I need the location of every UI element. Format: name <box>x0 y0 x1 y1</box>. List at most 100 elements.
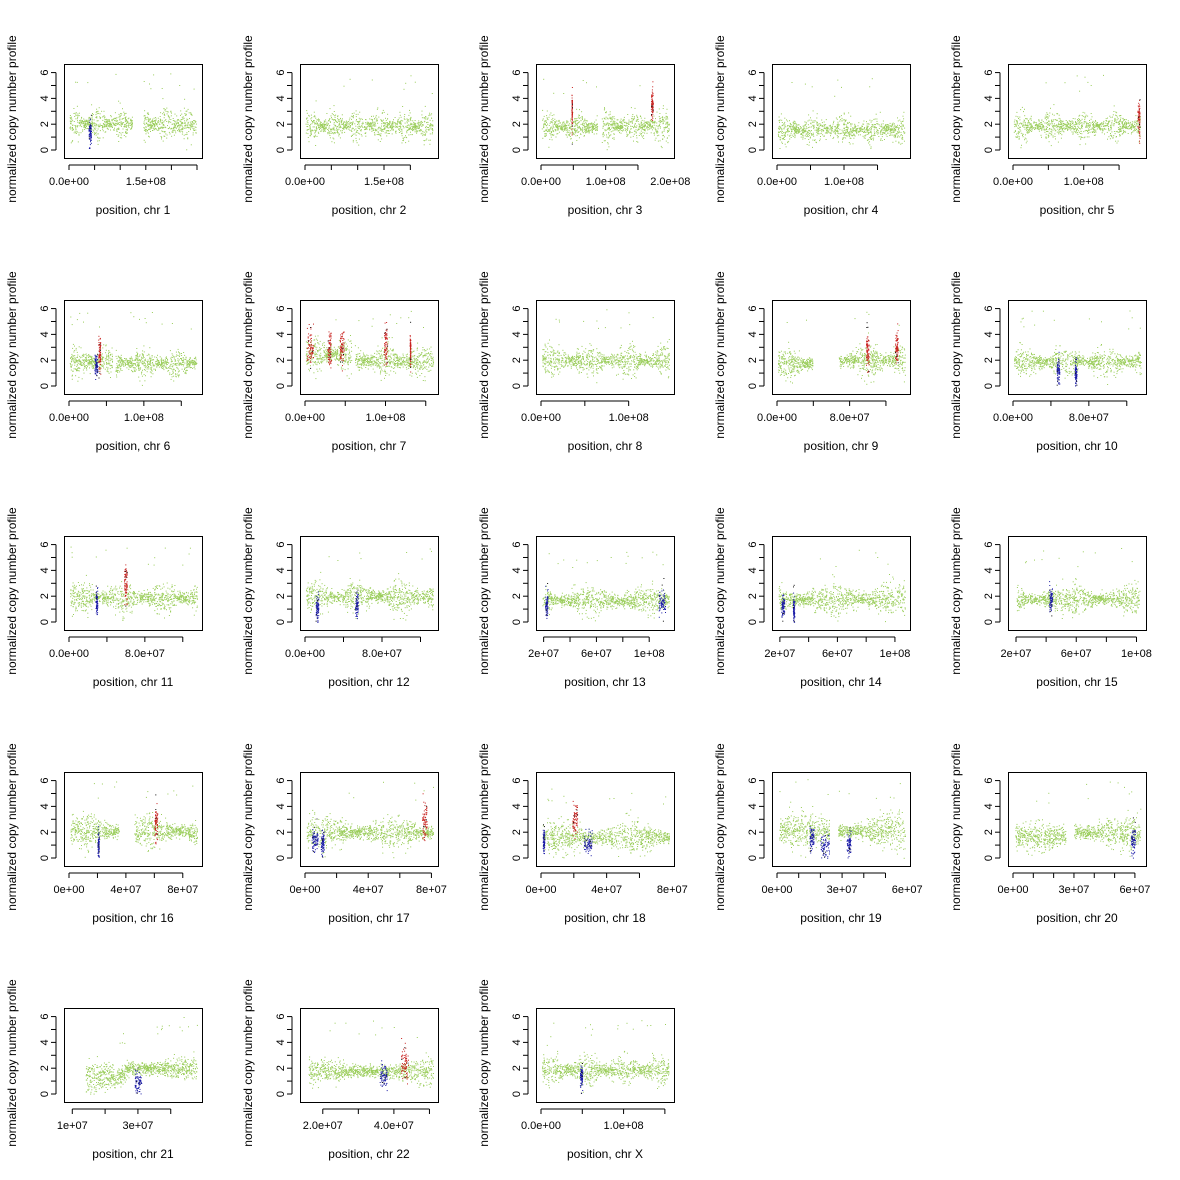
data-point <box>790 132 792 134</box>
data-point <box>1076 123 1078 125</box>
data-point <box>1038 130 1040 132</box>
data-point <box>318 132 320 134</box>
data-point <box>885 134 887 136</box>
data-point <box>880 123 882 125</box>
data-point <box>568 123 570 125</box>
data-point <box>1061 127 1063 129</box>
data-point <box>616 123 618 125</box>
data-point <box>1115 140 1117 142</box>
data-point <box>119 115 121 117</box>
data-point <box>606 149 608 151</box>
data-point <box>1069 124 1071 126</box>
data-point <box>380 119 382 121</box>
data-point <box>182 116 184 118</box>
data-point <box>109 126 111 128</box>
data-point <box>820 125 821 126</box>
data-point <box>796 129 798 131</box>
data-point <box>1085 121 1087 123</box>
data-point <box>1059 128 1061 130</box>
data-point <box>661 132 663 134</box>
data-point <box>578 126 580 128</box>
data-point <box>849 131 850 133</box>
data-point <box>890 128 892 130</box>
data-point <box>1017 125 1019 127</box>
data-point <box>181 133 183 135</box>
loss-point <box>91 137 92 139</box>
data-point <box>662 135 664 137</box>
data-point <box>395 126 397 128</box>
data-point <box>1108 129 1110 131</box>
data-point <box>171 123 173 125</box>
data-point <box>552 125 554 127</box>
data-point <box>1122 117 1124 119</box>
data-point <box>847 122 849 124</box>
data-point <box>191 125 193 127</box>
data-point <box>371 115 372 117</box>
data-point <box>373 132 375 134</box>
data-point <box>147 113 149 115</box>
data-point <box>858 134 860 136</box>
data-point <box>614 125 616 127</box>
data-point <box>409 124 411 125</box>
data-point <box>335 124 336 126</box>
data-point <box>1047 116 1049 118</box>
data-point <box>848 135 850 137</box>
data-point <box>613 121 615 123</box>
data-point <box>150 131 151 132</box>
data-point <box>426 122 427 124</box>
data-point <box>168 128 170 129</box>
data-point <box>1117 127 1119 129</box>
data-point <box>97 133 99 135</box>
data-point <box>148 128 150 130</box>
data-point <box>1045 82 1047 84</box>
data-point <box>554 118 556 120</box>
data-point <box>356 130 358 132</box>
data-point <box>791 134 793 136</box>
data-point <box>895 134 897 136</box>
data-point <box>330 129 332 131</box>
data-point <box>376 108 378 110</box>
data-point <box>1108 121 1110 123</box>
data-point <box>1019 116 1021 118</box>
data-point <box>161 119 163 121</box>
data-point <box>813 121 815 123</box>
data-point <box>1053 123 1055 125</box>
data-point <box>602 134 604 136</box>
data-point <box>578 114 580 116</box>
data-point <box>1045 126 1047 128</box>
data-point <box>627 127 628 129</box>
data-point <box>551 127 553 129</box>
data-point <box>1072 127 1074 129</box>
data-point <box>802 129 804 131</box>
data-point <box>668 128 670 130</box>
data-point <box>393 119 394 121</box>
data-point <box>103 124 105 125</box>
data-point <box>846 135 848 137</box>
data-point <box>400 116 402 118</box>
data-point <box>789 122 791 124</box>
data-point <box>636 135 638 137</box>
data-point <box>153 123 155 125</box>
data-point <box>408 140 410 142</box>
data-point <box>585 132 587 134</box>
data-point <box>392 124 394 126</box>
data-point <box>83 118 85 120</box>
data-point <box>548 116 550 118</box>
gain-point <box>652 93 654 95</box>
data-point <box>398 117 400 119</box>
data-point <box>1051 123 1053 124</box>
data-point <box>335 114 337 116</box>
data-point <box>1025 138 1027 140</box>
data-point <box>183 107 185 109</box>
data-point <box>823 124 825 126</box>
data-point <box>86 126 87 128</box>
data-point <box>1016 122 1018 124</box>
data-point <box>159 132 161 134</box>
data-point <box>364 133 366 134</box>
data-point <box>1124 124 1125 126</box>
data-point <box>359 128 360 130</box>
data-point <box>1105 120 1107 122</box>
data-point <box>666 116 668 118</box>
loss-point <box>89 131 91 133</box>
data-point <box>580 123 582 125</box>
